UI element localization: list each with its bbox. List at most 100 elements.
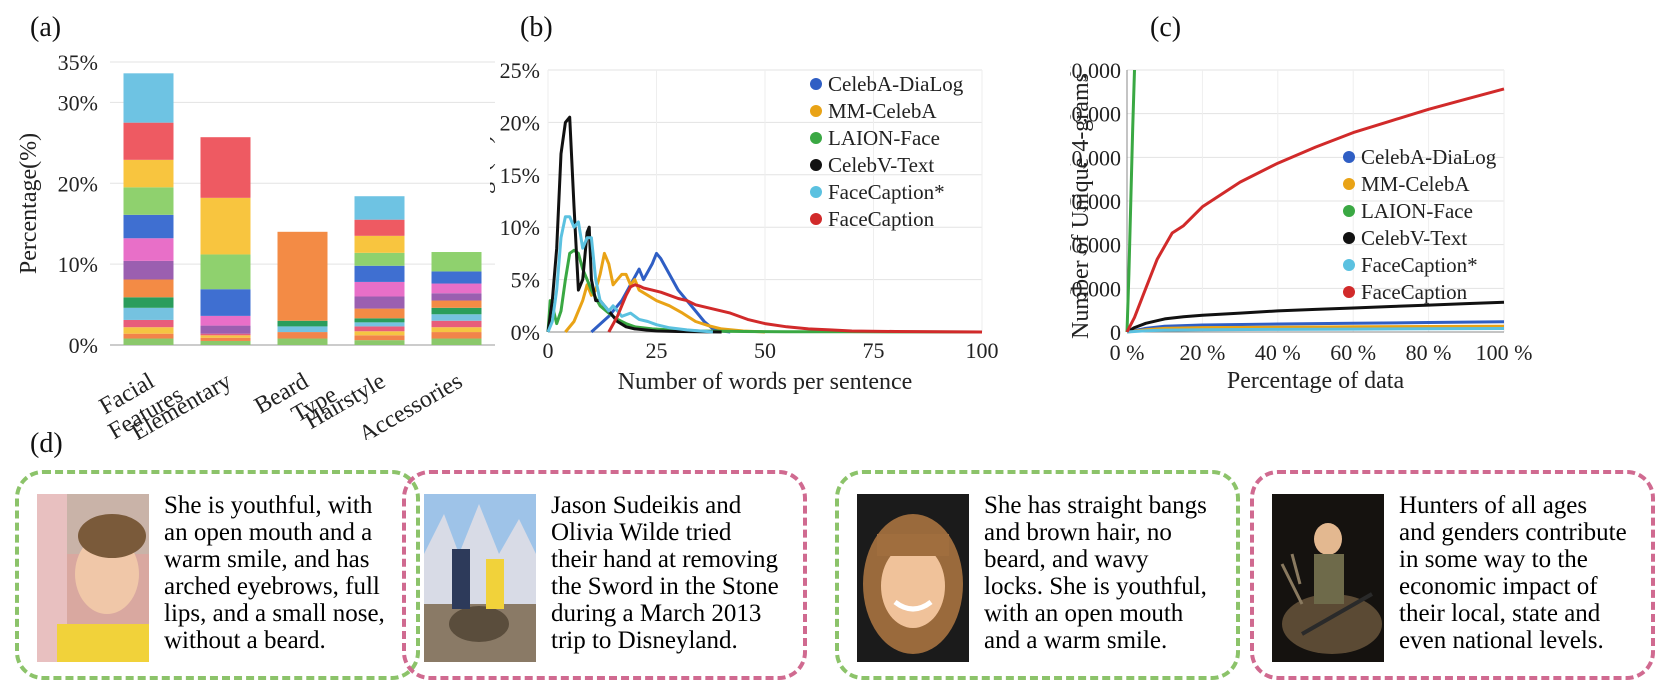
bar-segment	[354, 235, 405, 253]
bar-segment	[277, 326, 328, 333]
bar-segment	[200, 333, 251, 336]
caption-line: and a warm smile.	[984, 627, 1168, 654]
caption-line: Olivia Wilde tried	[551, 519, 732, 546]
chart-sentence-length: 0% 5% 10% 15% 20% 25% 0 25 50 75 100 Number of word…	[490, 58, 999, 395]
legend-label: MM-CelebA	[1361, 172, 1470, 196]
example-card: She has straight bangs and brown hair, n…	[835, 470, 1240, 680]
bar-segment	[431, 271, 482, 284]
caption-line: She is youthful, with	[164, 492, 373, 519]
bar-segment	[431, 283, 482, 294]
bar-segment	[431, 252, 482, 272]
series-line	[1126, 327, 1505, 334]
bar-segment	[431, 320, 482, 328]
bar-segment	[123, 122, 174, 160]
bar-segment	[431, 314, 482, 321]
bar-segment	[123, 238, 174, 261]
y-axis-title: Number of Unique 4-grams	[1070, 73, 1094, 339]
legend-label: FaceCaption*	[828, 180, 945, 204]
caption-line: and genders contribute	[1399, 519, 1627, 546]
chart-attribute-distribution: 0%10%20%30%35%Percentage(%)FacialFeature…	[16, 50, 495, 440]
y-tick-label: 180,000	[1070, 58, 1121, 83]
panel-label-c: (c)	[1150, 12, 1182, 43]
y-tick-label: 0	[1110, 320, 1121, 345]
legend-marker	[810, 159, 822, 171]
bar-segment	[354, 281, 405, 297]
bar-segment	[277, 338, 328, 345]
example-card: Jason Sudeikis and Olivia Wilde tried th…	[402, 470, 807, 680]
bar-segment	[354, 331, 405, 336]
example-card: She is youthful, with an open mouth and …	[15, 470, 420, 680]
y-tick-label: 120,000	[1070, 145, 1121, 170]
bar-segment	[200, 325, 251, 334]
y-tick-label: 35%	[58, 50, 98, 75]
series-line	[607, 283, 983, 334]
series-line	[1126, 320, 1505, 334]
panel-label-b: (b)	[520, 12, 553, 43]
caption-line: trip to Disneyland.	[551, 627, 738, 654]
legend-label: LAION-Face	[828, 126, 940, 150]
series-line	[546, 215, 714, 334]
portrait-photo	[857, 494, 969, 662]
series-line	[1125, 69, 1136, 333]
series-line	[1125, 87, 1505, 333]
y-axis-title: Percentage(%)	[16, 133, 42, 274]
x-tick-label: 50	[754, 338, 776, 363]
x-tick-label: 40 %	[1255, 340, 1301, 365]
legend-marker	[810, 186, 822, 198]
legend-marker	[810, 105, 822, 117]
legend-label: CelebV-Text	[828, 153, 934, 177]
bar-segment	[354, 196, 405, 220]
bar-segment	[123, 333, 174, 339]
bar-segment	[431, 307, 482, 315]
legend-marker	[810, 78, 822, 90]
bar-segment	[200, 254, 251, 290]
bar-segment	[200, 340, 251, 345]
bar-segment	[354, 265, 405, 282]
legend-label: CelebA-DiaLog	[828, 72, 964, 96]
legend-label: MM-CelebA	[828, 99, 937, 123]
bar-segment	[123, 159, 174, 188]
bar-segment	[354, 252, 405, 266]
portrait-photo	[37, 494, 149, 662]
bar-segment	[431, 332, 482, 339]
caption-line: with an open mouth	[984, 600, 1184, 627]
bar-segment	[277, 332, 328, 339]
caption-line: without a beard.	[164, 627, 326, 654]
series-line	[546, 115, 722, 334]
bar-segment	[200, 197, 251, 255]
series-line	[546, 248, 983, 334]
chart-unique-4grams: 0 30,000 60,000 90,000 120,000 150,000 180,000…	[1070, 58, 1532, 394]
bar-segment	[354, 219, 405, 236]
bar-segment	[200, 137, 251, 198]
caption-line: locks. She is youthful,	[984, 573, 1207, 600]
bar-segment	[354, 296, 405, 309]
y-tick-label: 90,000	[1070, 189, 1121, 214]
caption-line: and brown hair, no	[984, 519, 1172, 546]
bar-segment	[354, 318, 405, 323]
legend-marker	[810, 213, 822, 225]
bar-segment	[123, 279, 174, 298]
bar-segment	[277, 320, 328, 327]
bar-segment	[431, 293, 482, 301]
bar-segment	[354, 308, 405, 319]
x-axis-title: Percentage of data	[1227, 368, 1405, 394]
legend-marker	[1343, 205, 1355, 217]
bar-segment	[354, 340, 405, 345]
y-tick-label: 20%	[500, 110, 540, 135]
y-tick-label: 10%	[58, 252, 98, 277]
caption-line: even national levels.	[1399, 627, 1604, 654]
bar-segment	[200, 335, 251, 338]
bar-segment	[431, 327, 482, 333]
legend-marker	[1343, 232, 1355, 244]
bar-segment	[123, 297, 174, 308]
legend-label: CelebA-DiaLog	[1361, 145, 1497, 169]
y-axis-title: Percentage(%)	[490, 135, 496, 276]
panel-label-a: (a)	[30, 12, 62, 43]
caption-line: She has straight bangs	[984, 492, 1207, 519]
bar-segment	[354, 335, 405, 341]
x-tick-label: 25	[646, 338, 668, 363]
x-tick-label: 0	[543, 338, 554, 363]
bar-segment	[200, 337, 251, 341]
caption-line: during a March 2013	[551, 600, 762, 627]
scene-photo	[424, 494, 536, 662]
